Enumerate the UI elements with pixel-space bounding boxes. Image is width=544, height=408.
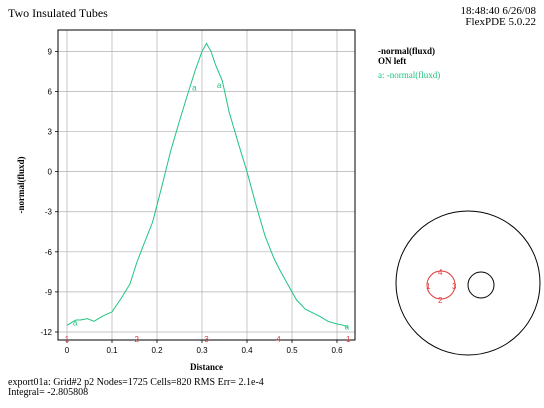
x-axis-label: Distance	[190, 362, 223, 372]
plot-title: Two Insulated Tubes	[8, 6, 108, 20]
series-marker: a	[192, 83, 197, 92]
footer-grid-info: export01a: Grid#2 p2 Nodes=1725 Cells=82…	[8, 377, 264, 388]
inset-marker-top: 4	[438, 268, 443, 277]
y-tick-label: 6	[48, 87, 53, 96]
timestamp: 18:48:40 6/26/08	[460, 5, 536, 17]
x-tick-label: 0.2	[151, 346, 163, 355]
path-point-marker: 1	[65, 335, 70, 344]
inset-marker-right: 3	[452, 282, 457, 291]
path-point-marker: 2	[135, 335, 140, 344]
legend-entry: a: -normal(fluxd)	[378, 70, 441, 80]
outer-boundary-circle	[395, 210, 541, 356]
series-marker: a	[217, 81, 222, 90]
markers: aa aa1 2 3 4 1	[65, 81, 351, 344]
footer-stats: export01a: Grid#2 p2 Nodes=1725 Cells=82…	[8, 378, 264, 398]
y-tick-label: 0	[48, 168, 53, 177]
domain-inset: 4 1 3 2	[395, 210, 541, 356]
series-marker: a	[73, 319, 78, 328]
grid	[58, 30, 355, 340]
path-point-marker: 3	[204, 335, 209, 344]
plot-frame	[57, 29, 356, 341]
legend-heading: -normal(fluxd)	[378, 46, 435, 56]
y-axis-label: -normal(fluxd)	[16, 157, 26, 214]
series-line	[66, 42, 349, 329]
left-tube-circle	[426, 270, 456, 300]
software-version: FlexPDE 5.0.22	[465, 16, 536, 28]
y-tick-label: -9	[45, 288, 53, 297]
inset-marker-bottom: 2	[438, 296, 443, 305]
x-tick-label: 0.4	[241, 346, 253, 355]
axis-ticks: 0 0.1 0.2 0.3 0.4 0.5 0.6 9 6 3 0 -3 -6 -9 -12	[40, 47, 343, 355]
x-tick-label: 0.5	[286, 346, 298, 355]
y-tick-label: -6	[45, 248, 53, 257]
right-tube-circle	[467, 271, 495, 299]
legend-header: -normal(fluxd) ON left	[378, 46, 435, 66]
legend-subheading: ON left	[378, 56, 407, 66]
series-marker: a	[345, 323, 350, 332]
inset-marker-left: 1	[426, 282, 431, 291]
x-tick-label: 0.1	[106, 346, 118, 355]
y-tick-label: 9	[48, 47, 53, 56]
y-tick-label: 3	[48, 128, 53, 137]
x-tick-label: 0.3	[196, 346, 208, 355]
path-point-marker: 1	[346, 335, 351, 344]
path-point-marker: 4	[276, 335, 281, 344]
y-tick-label: -12	[40, 328, 52, 337]
x-tick-label: 0	[65, 346, 70, 355]
y-tick-label: -3	[45, 208, 53, 217]
curve	[66, 42, 349, 329]
footer-integral: Integral= -2.805808	[8, 387, 89, 398]
x-tick-label: 0.6	[331, 346, 343, 355]
timestamp-version: 18:48:40 6/26/08 FlexPDE 5.0.22	[461, 6, 536, 28]
